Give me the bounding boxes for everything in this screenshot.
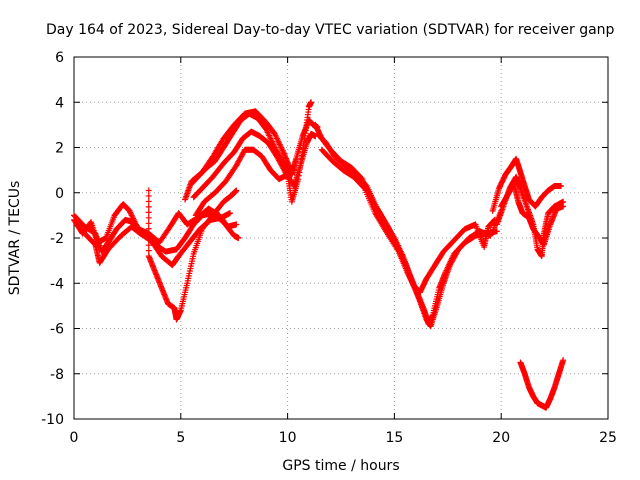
y-tick-label: -8 [50, 367, 64, 383]
chart-title: Day 164 of 2023, Sidereal Day-to-day VTE… [46, 22, 615, 38]
y-tick-label: 4 [55, 95, 64, 111]
data-point [233, 221, 240, 228]
series-trace-late-c [498, 180, 567, 248]
data-point [233, 187, 240, 194]
data-point [145, 242, 152, 249]
y-tick-label: 2 [55, 141, 64, 157]
data-point [291, 167, 298, 174]
series-trace-decline-c [318, 146, 498, 296]
data-point [235, 235, 242, 241]
data-marks [71, 99, 567, 411]
data-point [145, 247, 152, 254]
series-trace-dip [145, 187, 240, 323]
data-point [145, 231, 152, 238]
x-tick-label: 5 [176, 430, 185, 446]
series-trace-low-v [517, 357, 567, 411]
series-trace-rise-c [192, 99, 315, 219]
series-trace-late-a [489, 155, 565, 214]
data-point [145, 187, 152, 194]
x-tick-label: 10 [279, 430, 297, 446]
tick-labels: 0 5 10 15 20 25 -10 -8 -6 -4 -2 0 2 4 6 [41, 50, 617, 446]
y-tick-label: 0 [55, 186, 64, 202]
y-tick-label: -6 [50, 322, 64, 338]
x-tick-label: 20 [492, 430, 510, 446]
data-point [558, 182, 565, 189]
ticks [73, 56, 609, 420]
x-tick-label: 25 [599, 430, 617, 446]
data-point [226, 210, 233, 217]
y-tick-label: -4 [50, 276, 64, 292]
data-point [145, 220, 152, 227]
data-point [560, 203, 567, 210]
data-point [560, 357, 567, 364]
y-axis-label: SDTVAR / TECUs [7, 181, 23, 296]
data-point [360, 184, 367, 191]
data-point [145, 236, 152, 243]
data-point [145, 198, 152, 205]
series-trace-rise-b [190, 128, 319, 201]
data-point [145, 209, 152, 216]
y-tick-label: -2 [50, 231, 64, 247]
data-point [145, 192, 152, 199]
data-point [145, 214, 152, 221]
data-point [145, 225, 152, 232]
x-tick-label: 0 [70, 430, 79, 446]
y-tick-label: -10 [41, 412, 64, 428]
data-point [145, 203, 152, 210]
series-trace-upper [182, 108, 298, 203]
x-axis-label: GPS time / hours [282, 458, 399, 474]
y-tick-label: 6 [55, 50, 64, 66]
x-tick-label: 15 [385, 430, 403, 446]
data-point [308, 99, 315, 106]
